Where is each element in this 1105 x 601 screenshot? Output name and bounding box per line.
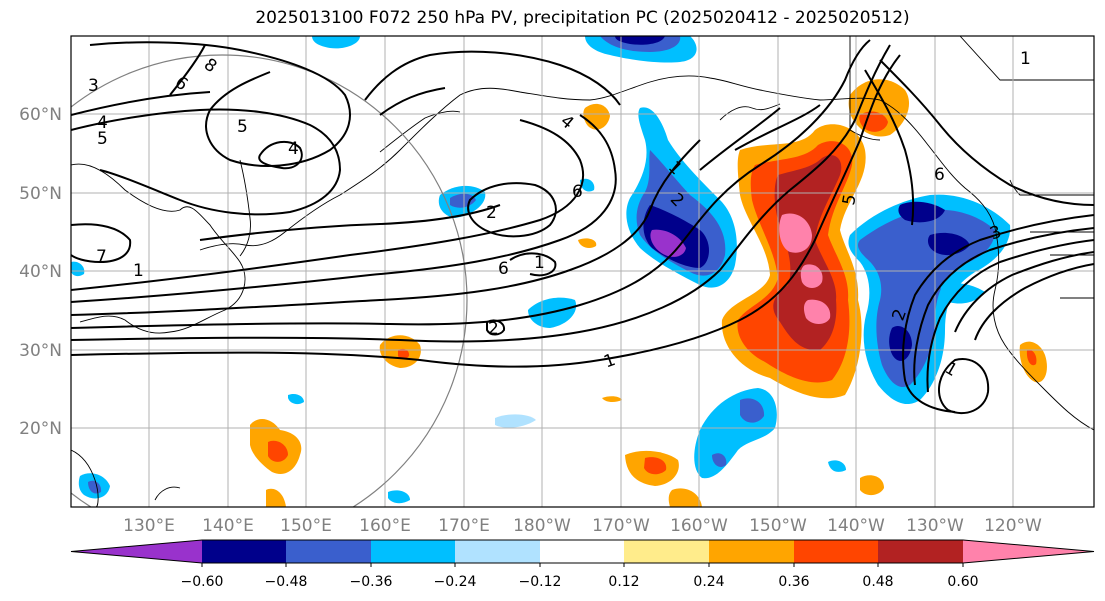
colorbar-segment — [371, 540, 455, 563]
contour-label: 2 — [486, 203, 497, 223]
colorbar-segment — [794, 540, 878, 563]
lon-label: 160°E — [359, 516, 411, 536]
lon-label: 130°E — [123, 516, 175, 536]
colorbar-segment — [71, 540, 202, 563]
colorbar-segment — [878, 540, 963, 563]
pv-contours — [71, 39, 1094, 415]
lon-label: 170°E — [438, 516, 490, 536]
lat-label-50n: 50°N — [19, 184, 62, 204]
colorbar-segment — [286, 540, 371, 563]
contour-label: 4 — [97, 113, 108, 133]
lon-label: 180°W — [513, 516, 571, 536]
contour-labels: 3 8 6 4 5 4 5 7 1 4 2 1 6 2 6 1 1 2 5 1 — [88, 49, 1031, 381]
lon-label: 140°W — [827, 516, 885, 536]
colorbar-tick-label: −0.60 — [181, 574, 224, 590]
lat-label-60n: 60°N — [19, 105, 62, 125]
colorbar-segment — [455, 540, 540, 563]
longitude-labels: 130°E 140°E 150°E 160°E 170°E 180°W 170°… — [123, 516, 1042, 536]
colorbar-segment — [709, 540, 794, 563]
colorbar-tick-labels: −0.60 −0.48 −0.36 −0.24 −0.12 0.12 0.24 … — [181, 574, 979, 590]
colorbar-segment — [202, 540, 286, 563]
colorbar-tick-label: −0.48 — [265, 574, 308, 590]
radius-circle — [71, 54, 468, 507]
latitude-labels: 60°N 50°N 40°N 30°N 20°N — [19, 105, 62, 439]
map-title: 2025013100 F072 250 hPa PV, precipitatio… — [255, 8, 910, 28]
colorbar-segment — [624, 540, 709, 563]
colorbar-tick-label: 0.12 — [608, 574, 639, 590]
lat-label-30n: 30°N — [19, 341, 62, 361]
contour-label: 5 — [97, 129, 108, 149]
contour-label: 7 — [96, 247, 107, 267]
lon-label: 130°W — [906, 516, 964, 536]
lon-label: 140°E — [202, 516, 254, 536]
colorbar-tick-label: 0.48 — [862, 574, 893, 590]
colorbar-segment — [963, 540, 1094, 563]
contour-label: 5 — [237, 117, 248, 137]
contour-label: 5 — [839, 193, 861, 207]
contour-label: 4 — [288, 139, 299, 159]
colorbar-tick-label: 0.36 — [778, 574, 809, 590]
colorbar — [70, 539, 1095, 567]
contour-label: 6 — [498, 259, 509, 279]
lon-label: 160°W — [670, 516, 728, 536]
contour-label: 3 — [88, 76, 99, 96]
lon-label: 150°W — [749, 516, 807, 536]
contour-label: 1 — [133, 261, 144, 281]
contour-label: 6 — [934, 165, 945, 185]
map-panel: 3 8 6 4 5 4 5 7 1 4 2 1 6 2 6 1 1 2 5 1 — [70, 35, 1095, 508]
contour-label: 2 — [488, 319, 499, 339]
lon-label: 150°E — [280, 516, 332, 536]
colorbar-tick-label: 0.60 — [947, 574, 978, 590]
contour-label: 1 — [534, 253, 545, 273]
lon-label: 170°W — [592, 516, 650, 536]
colorbar-segment — [540, 540, 624, 563]
lat-label-20n: 20°N — [19, 419, 62, 439]
colorbar-tick-label: 0.24 — [693, 574, 724, 590]
contour-label: 1 — [1020, 49, 1031, 69]
colorbar-tick-label: −0.36 — [350, 574, 393, 590]
lon-label: 120°W — [984, 516, 1042, 536]
gridlines — [71, 36, 1094, 507]
lat-label-40n: 40°N — [19, 262, 62, 282]
colorbar-tick-label: −0.12 — [519, 574, 562, 590]
contour-label: 6 — [572, 182, 583, 202]
colorbar-tick-label: −0.24 — [434, 574, 477, 590]
map-frame — [70, 35, 1095, 508]
